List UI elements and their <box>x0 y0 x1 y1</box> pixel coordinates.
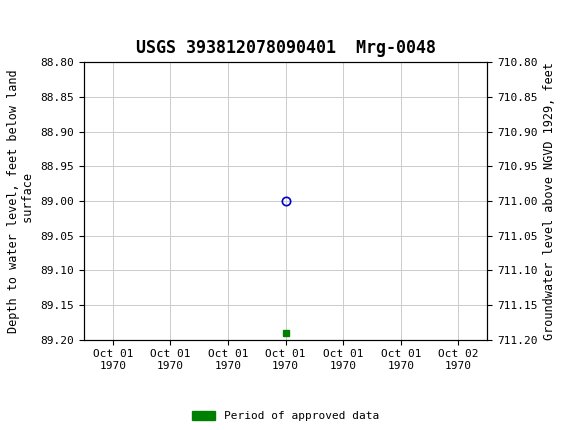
Text: ≡USGS: ≡USGS <box>9 12 63 30</box>
Y-axis label: Depth to water level, feet below land
 surface: Depth to water level, feet below land su… <box>7 69 35 333</box>
Title: USGS 393812078090401  Mrg-0048: USGS 393812078090401 Mrg-0048 <box>136 39 436 57</box>
Legend: Period of approved data: Period of approved data <box>188 407 383 426</box>
Y-axis label: Groundwater level above NGVD 1929, feet: Groundwater level above NGVD 1929, feet <box>543 62 556 340</box>
